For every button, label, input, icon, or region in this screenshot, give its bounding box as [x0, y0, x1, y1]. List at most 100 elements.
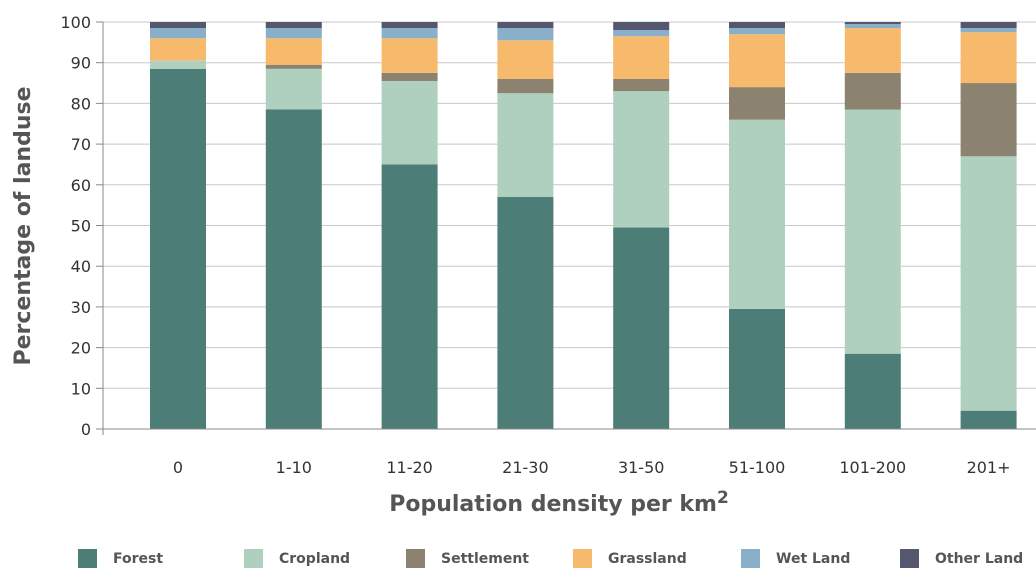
bar-segment-other-land — [729, 22, 785, 29]
bar-segment-other-land — [960, 22, 1017, 29]
x-tick-label: 11-20 — [386, 458, 433, 477]
bar-segment-grassland — [150, 38, 206, 61]
x-axis-title-text: Population density per km — [389, 492, 717, 517]
bar-segment-cropland — [497, 93, 554, 198]
y-tick-label: 80 — [71, 94, 91, 113]
bar-segment-wet-land — [613, 30, 670, 37]
bar-segment-cropland — [729, 119, 785, 309]
bar-segment-grassland — [381, 38, 438, 73]
legend-label: Grassland — [608, 550, 687, 567]
x-tick-labels: 0 1-10 11-20 21-30 31-50 51-100 101-200 201+ — [173, 458, 1011, 477]
x-tick-label: 201+ — [967, 458, 1011, 477]
bar-group-201+ — [960, 22, 1017, 429]
bar-segment-grassland — [844, 28, 901, 73]
bar-segment-forest — [960, 410, 1017, 429]
bar-segment-wet-land — [381, 28, 438, 39]
bar-segment-settlement — [381, 72, 438, 82]
x-tick-label: 0 — [173, 458, 183, 477]
bars — [150, 22, 1017, 430]
bar-segment-wet-land — [497, 28, 554, 41]
bar-segment-settlement — [844, 72, 901, 110]
legend-swatch — [900, 549, 919, 568]
bar-group-1-10 — [265, 22, 322, 429]
x-tick-label: 51-100 — [729, 458, 786, 477]
bar-segment-settlement — [613, 78, 670, 92]
legend: Forest Cropland Settlement Grassland Wet Lan… — [0, 549, 1036, 571]
bar-segment-grassland — [960, 32, 1017, 84]
bar-segment-wet-land — [265, 28, 322, 39]
bar-segment-cropland — [844, 109, 901, 354]
legend-label: Forest — [113, 550, 164, 567]
bar-segment-other-land — [844, 22, 901, 25]
bar-group-31-50 — [613, 22, 670, 429]
bar-segment-forest — [497, 197, 554, 429]
legend-label: Cropland — [279, 550, 351, 567]
x-axis-title-superscript: 2 — [717, 488, 729, 508]
legend-item: Grassland — [573, 549, 687, 568]
legend-swatch — [406, 549, 425, 568]
y-tick-label: 90 — [71, 54, 91, 73]
bar-segment-cropland — [960, 156, 1017, 411]
x-tick-label: 101-200 — [839, 458, 906, 477]
bar-segment-cropland — [265, 68, 322, 110]
legend-label: Other Land — [935, 550, 1024, 567]
y-tick-label: 100 — [60, 13, 91, 32]
bar-group-11-20 — [381, 22, 438, 429]
bar-segment-cropland — [150, 60, 206, 69]
bar-group-101-200 — [844, 22, 901, 429]
legend-swatch — [78, 549, 97, 568]
bar-segment-forest — [265, 109, 322, 429]
bar-segment-wet-land — [960, 28, 1017, 33]
y-tick-label: 30 — [71, 298, 91, 317]
y-tick-label: 50 — [71, 217, 91, 236]
legend-label: Wet Land — [776, 550, 851, 567]
bar-group-0 — [150, 22, 206, 430]
bar-segment-wet-land — [150, 28, 206, 39]
x-tick-label: 21-30 — [502, 458, 549, 477]
bar-segment-cropland — [613, 91, 670, 228]
bar-segment-forest — [381, 164, 438, 429]
bar-segment-forest — [613, 227, 670, 429]
x-axis-title: Population density per km2 — [389, 488, 729, 517]
legend-swatch — [573, 549, 592, 568]
bar-segment-settlement — [497, 78, 554, 94]
bar-segment-cropland — [381, 81, 438, 165]
bar-segment-other-land — [265, 22, 322, 29]
bar-segment-forest — [844, 353, 901, 429]
legend-item: Forest — [78, 549, 163, 568]
axes — [96, 21, 1036, 435]
y-tick-label: 20 — [71, 339, 91, 358]
legend-label: Settlement — [441, 550, 529, 567]
legend-swatch — [741, 549, 760, 568]
bar-segment-grassland — [729, 34, 785, 88]
y-tick-label: 10 — [71, 379, 91, 398]
bar-segment-grassland — [265, 38, 322, 65]
y-axis-title: Percentage of landuse — [11, 86, 36, 365]
y-tick-label: 40 — [71, 257, 91, 276]
stacked-bar-chart: 0 10 20 30 40 50 60 70 80 90 100 0 1-10 11-20 21-30 31… — [11, 13, 1036, 517]
bar-segment-grassland — [613, 36, 670, 79]
bar-segment-other-land — [381, 22, 438, 29]
bar-segment-other-land — [613, 22, 670, 31]
bar-segment-settlement — [960, 83, 1017, 157]
x-tick-label: 1-10 — [276, 458, 312, 477]
bar-segment-other-land — [150, 22, 206, 29]
bar-group-21-30 — [497, 22, 554, 429]
bar-segment-forest — [150, 68, 206, 430]
y-tick-labels: 0 10 20 30 40 50 60 70 80 90 100 — [60, 13, 91, 439]
bar-segment-wet-land — [729, 28, 785, 35]
legend-item: Settlement — [406, 549, 529, 568]
bar-segment-settlement — [729, 87, 785, 120]
x-tick-label: 31-50 — [618, 458, 665, 477]
bar-group-51-100 — [729, 22, 785, 429]
legend-swatch — [244, 549, 263, 568]
bar-segment-other-land — [497, 22, 554, 29]
y-tick-label: 70 — [71, 135, 91, 154]
bar-segment-settlement — [265, 64, 322, 69]
legend-item: Cropland — [244, 549, 350, 568]
bar-segment-wet-land — [844, 24, 901, 29]
y-tick-label: 60 — [71, 176, 91, 195]
bar-segment-grassland — [497, 40, 554, 79]
legend-item: Wet Land — [741, 549, 850, 568]
bar-segment-forest — [729, 308, 785, 429]
